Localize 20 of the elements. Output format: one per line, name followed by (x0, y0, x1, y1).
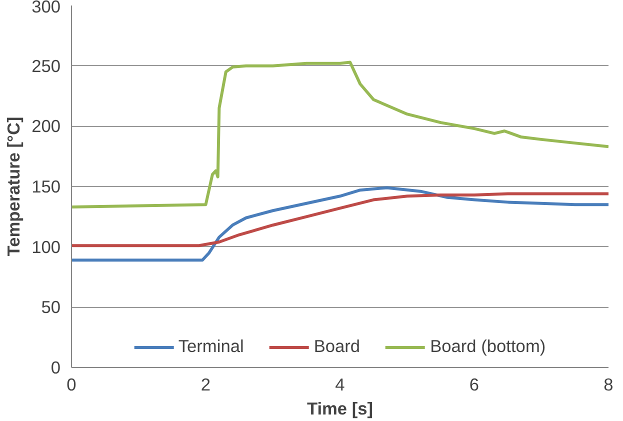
x-tick-label: 4 (335, 374, 346, 394)
y-tick-label: 250 (32, 56, 61, 76)
y-tick-label: 50 (41, 297, 61, 318)
y-tick-label: 300 (32, 0, 61, 16)
line-series (72, 60, 608, 209)
y-axis-title: Temperature [°C] (4, 116, 24, 256)
legend-label: Terminal (178, 336, 244, 357)
y-tick-label: 150 (32, 176, 61, 196)
line-series (72, 186, 608, 262)
line-series (72, 192, 608, 248)
x-tick-label: 2 (200, 374, 211, 394)
x-axis-title: Time [s] (306, 398, 374, 418)
legend-label: Board (bottom) (430, 336, 546, 357)
x-tick-label: 0 (66, 374, 76, 394)
x-tick-label: 8 (604, 374, 614, 394)
x-tick-label: 6 (469, 374, 480, 394)
y-tick-label: 0 (50, 358, 61, 378)
y-tick-label: 200 (32, 116, 61, 136)
legend-label: Board (314, 336, 360, 357)
y-tick-label: 100 (32, 236, 61, 257)
